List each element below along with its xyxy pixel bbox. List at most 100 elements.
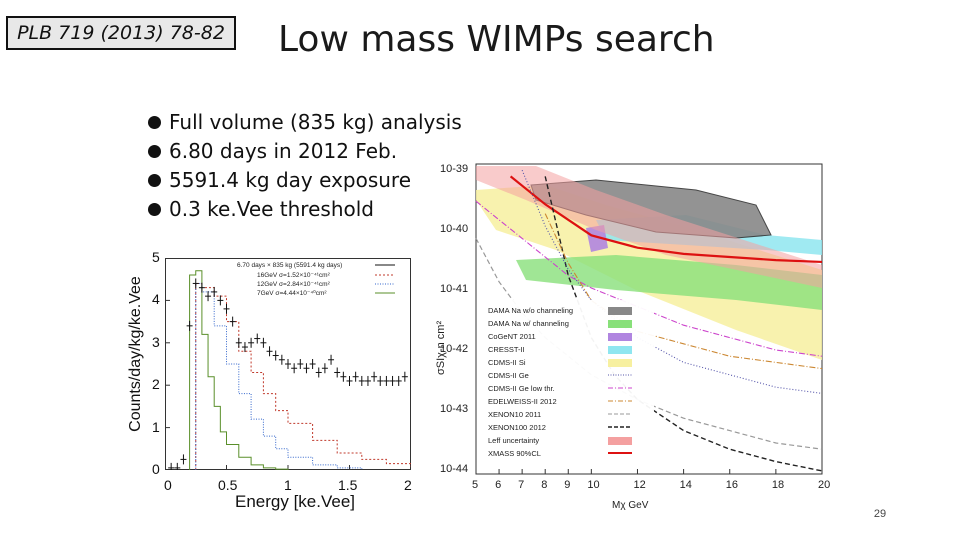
data-point — [377, 375, 384, 386]
x-tick-label: 14 — [680, 479, 692, 491]
x-tick-label: 6 — [495, 479, 501, 491]
energy-spectrum-plot: 6.70 days × 835 kg (5591.4 kg days) 16Ge… — [165, 258, 411, 470]
data-point — [248, 337, 255, 348]
legend-swatch — [608, 437, 632, 445]
data-point — [389, 375, 396, 386]
data-point — [303, 363, 310, 374]
legend: 6.70 days × 835 kg (5591.4 kg days) 16Ge… — [237, 262, 395, 297]
data-point — [198, 282, 205, 293]
data-point — [266, 346, 273, 357]
bullet-dot-icon — [148, 203, 161, 216]
data-point — [260, 337, 267, 348]
y-tick-label: 3 — [152, 334, 160, 350]
legend-entry: XENON100 2012 — [488, 423, 546, 432]
y-tick-label: 2 — [152, 376, 160, 392]
legend-entry: EDELWEISS-II 2012 — [488, 397, 557, 406]
data-point — [180, 454, 187, 465]
exclusion-limit-plot: 10-39 10-40 10-41 10-42 10-43 10-44 σSIχ… — [436, 163, 830, 511]
legend-swatch — [608, 320, 632, 328]
slide-title: Low mass WIMPs search — [278, 19, 715, 60]
energy-plot-y-label: Counts/day/kg/ke.Vee — [127, 276, 144, 432]
legend-entry: Leff uncertainty — [488, 436, 539, 445]
data-point — [358, 375, 365, 386]
x-tick-label: 2 — [404, 477, 412, 493]
limit-curve — [509, 175, 823, 264]
bullet-list: Full volume (835 kg) analysis 6.80 days … — [148, 108, 462, 224]
legend-entry: DAMA Na w/ channeling — [488, 319, 569, 328]
data-point — [321, 363, 328, 374]
legend-entry: CoGeNT 2011 — [488, 332, 536, 341]
data-points — [168, 278, 408, 470]
x-axis-labels: 5 6 7 8 9 10 12 14 16 18 20 — [472, 469, 830, 491]
data-point — [223, 303, 230, 314]
y-tick-label: 4 — [152, 291, 160, 307]
data-point — [272, 350, 279, 361]
y-tick-label: 10-42 — [440, 343, 468, 355]
x-tick-label: 0 — [164, 477, 172, 493]
tick-marks — [165, 258, 411, 470]
x-tick-label: 0.5 — [218, 477, 238, 493]
legend-swatch — [608, 307, 632, 315]
data-point — [254, 333, 261, 344]
page-number: 29 — [873, 508, 887, 520]
data-point — [395, 375, 402, 386]
x-tick-label: 20 — [818, 479, 830, 491]
bullet-text: 0.3 ke.Vee threshold — [169, 197, 374, 221]
legend-entry: CDMS-II Si — [488, 358, 526, 367]
data-point — [217, 295, 224, 306]
legend-swatch — [608, 346, 632, 354]
legend-entry: 16GeV σ=1.52×10⁻⁴¹cm² — [257, 272, 331, 279]
limit-curve — [544, 176, 823, 472]
bullet-dot-icon — [148, 145, 161, 158]
legend-entry: CDMS-II Ge — [488, 371, 529, 380]
x-tick-label: 10 — [587, 479, 599, 491]
legend-swatch — [608, 359, 632, 367]
data-point — [174, 462, 181, 470]
data-point — [383, 375, 390, 386]
data-point — [401, 371, 408, 382]
legend-entry: CRESST-II — [488, 345, 525, 354]
data-point — [168, 462, 175, 470]
x-tick-label: 5 — [472, 479, 478, 491]
data-point — [278, 354, 285, 365]
data-point — [211, 286, 218, 297]
x-tick-label: 12 — [633, 479, 645, 491]
x-axis-title: Mχ GeV — [612, 500, 649, 511]
reference-text: PLB 719 (2013) 78-82 — [17, 22, 225, 44]
bullet-text: 6.80 days in 2012 Feb. — [169, 139, 398, 163]
data-point — [235, 337, 242, 348]
legend-entry: 7GeV σ=4.44×10⁻⁴⁰cm² — [257, 289, 327, 297]
limit-curve — [544, 213, 823, 370]
y-tick-label: 10-39 — [440, 163, 468, 175]
x-tick-label: 1.5 — [338, 477, 358, 493]
legend-swatch — [608, 333, 632, 341]
data-point — [205, 291, 212, 302]
data-point — [229, 316, 236, 327]
x-tick-label: 7 — [518, 479, 524, 491]
y-tick-label: 10-44 — [440, 463, 468, 475]
x-tick-label: 16 — [726, 479, 738, 491]
bullet-item: 6.80 days in 2012 Feb. — [148, 137, 462, 166]
y-axis-title: σSIχ-n cm² — [436, 321, 447, 375]
data-point — [186, 320, 193, 331]
y-axis-labels: 10-39 10-40 10-41 10-42 10-43 10-44 σSIχ… — [436, 163, 468, 475]
y-tick-label: 10-41 — [440, 283, 468, 295]
bullet-item: 0.3 ke.Vee threshold — [148, 195, 462, 224]
data-point — [328, 354, 335, 365]
data-point — [297, 359, 304, 369]
x-tick-label: 9 — [564, 479, 570, 491]
legend-entry: XENON10 2011 — [488, 410, 541, 419]
x-tick-label: 8 — [541, 479, 547, 491]
legend-entry: DAMA Na w/o channeling — [488, 306, 573, 315]
y-tick-label: 1 — [152, 419, 160, 435]
y-tick-label: 10-43 — [440, 403, 468, 415]
model-curve-7GeV — [189, 270, 289, 470]
legend-entry: 6.70 days × 835 kg (5591.4 kg days) — [237, 262, 342, 269]
data-point — [291, 363, 298, 374]
legend-entry: XMASS 90%CL — [488, 449, 541, 458]
data-point — [371, 371, 378, 382]
data-point — [241, 342, 248, 353]
bullet-text: Full volume (835 kg) analysis — [169, 110, 462, 134]
x-tick-label: 1 — [284, 477, 292, 493]
y-tick-label: 0 — [152, 461, 160, 477]
